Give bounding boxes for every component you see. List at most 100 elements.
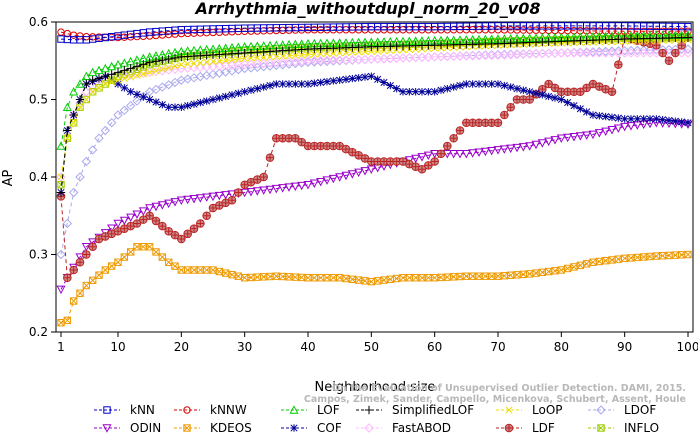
data-point-kdeos bbox=[228, 270, 236, 279]
data-point-kdeos bbox=[152, 248, 160, 256]
legend-label-inflo: INFLO bbox=[624, 421, 659, 434]
data-point-ldf bbox=[189, 224, 199, 233]
legend-item-cof: COF bbox=[281, 421, 342, 434]
data-point-kdeos bbox=[120, 253, 129, 261]
data-point-fastabod bbox=[391, 53, 402, 63]
data-point-loop bbox=[266, 53, 274, 61]
data-point-odin bbox=[227, 190, 237, 199]
x-tick-label: 30 bbox=[237, 340, 252, 354]
data-point-cof bbox=[418, 88, 426, 96]
data-point-ldof bbox=[68, 187, 79, 198]
data-point-fastabod bbox=[467, 51, 478, 61]
data-point-fastabod bbox=[410, 52, 421, 63]
data-point-kdeos bbox=[684, 250, 692, 259]
legend-item-knnw: kNNW bbox=[174, 403, 247, 417]
data-point-cof bbox=[177, 103, 186, 111]
data-point-kdeos bbox=[88, 276, 97, 285]
data-point-ldf bbox=[246, 177, 256, 187]
data-point-odin bbox=[556, 134, 566, 144]
data-point-simplifiedlof bbox=[82, 79, 91, 89]
data-point-ldf bbox=[525, 95, 534, 104]
data-point-cof bbox=[544, 92, 553, 101]
data-point-ldf bbox=[259, 172, 268, 182]
data-point-fastabod bbox=[486, 50, 497, 61]
data-point-simplifiedlof bbox=[107, 70, 116, 79]
data-point-odin bbox=[417, 153, 427, 162]
data-point-ldof bbox=[100, 125, 111, 136]
data-point-loop bbox=[285, 52, 293, 60]
data-point-ldf bbox=[69, 265, 78, 275]
data-point-fastabod bbox=[62, 133, 73, 143]
data-point-fastabod bbox=[347, 54, 358, 65]
legend-item-ldof: LDOF bbox=[588, 403, 656, 417]
data-point-kdeos bbox=[101, 266, 110, 274]
data-point-odin bbox=[607, 126, 617, 135]
legend-marker-lof bbox=[289, 405, 299, 414]
data-point-ldof bbox=[581, 47, 592, 57]
data-point-fastabod bbox=[581, 48, 592, 58]
data-point-loop bbox=[158, 65, 166, 73]
data-point-odin bbox=[531, 140, 541, 150]
data-point-fastabod bbox=[550, 48, 560, 58]
data-point-ldf bbox=[208, 203, 218, 213]
data-point-loop bbox=[127, 73, 135, 81]
data-point-ldof bbox=[106, 118, 117, 128]
data-point-ldof bbox=[56, 249, 66, 260]
data-point-odin bbox=[56, 285, 66, 295]
data-point-odin bbox=[404, 156, 414, 165]
y-axis-label: AP bbox=[1, 169, 16, 186]
data-point-fastabod bbox=[379, 54, 389, 64]
data-point-cof bbox=[190, 100, 198, 108]
data-point-fastabod bbox=[505, 50, 516, 60]
data-point-cof bbox=[570, 102, 578, 110]
watermark-line-2: On the Evaluation of Unsupervised Outlie… bbox=[332, 383, 686, 394]
data-point-odin bbox=[189, 195, 199, 204]
data-point-cof bbox=[392, 84, 401, 93]
data-point-odin bbox=[151, 202, 161, 212]
data-point-fastabod bbox=[328, 55, 339, 65]
data-point-cof bbox=[272, 80, 281, 88]
data-point-fastabod bbox=[537, 48, 548, 59]
data-point-fastabod bbox=[398, 53, 408, 63]
data-point-kdeos bbox=[563, 264, 572, 273]
data-point-odin bbox=[107, 224, 117, 233]
data-point-ldof bbox=[125, 100, 136, 111]
data-point-odin bbox=[214, 191, 224, 201]
data-point-odin bbox=[221, 191, 231, 200]
data-point-loop bbox=[184, 60, 192, 68]
legend-label-simplifiedlof: SimplifiedLOF bbox=[392, 403, 474, 417]
data-point-loop bbox=[374, 47, 382, 55]
data-point-odin bbox=[366, 165, 376, 175]
data-point-fastabod bbox=[493, 50, 503, 61]
y-tick-label: 0.2 bbox=[29, 325, 48, 339]
data-point-kdeos bbox=[95, 271, 103, 279]
data-point-ldof bbox=[94, 133, 104, 143]
data-point-kdeos bbox=[171, 262, 179, 270]
data-point-cof bbox=[633, 115, 642, 123]
x-tick-label: 50 bbox=[364, 340, 379, 354]
data-point-simplifiedlof bbox=[101, 72, 110, 81]
data-point-cof bbox=[665, 116, 673, 125]
data-point-cof bbox=[209, 95, 217, 104]
data-point-odin bbox=[126, 213, 136, 223]
data-point-fastabod bbox=[372, 54, 383, 64]
data-point-lof bbox=[113, 59, 123, 69]
data-point-ldf bbox=[550, 83, 560, 93]
data-point-cof bbox=[513, 84, 521, 93]
data-point-simplifiedlof bbox=[139, 60, 148, 69]
data-point-simplifiedlof bbox=[94, 73, 104, 83]
data-point-ldf bbox=[88, 242, 97, 252]
data-point-ldf bbox=[373, 157, 382, 166]
series-cof bbox=[57, 72, 692, 197]
data-point-fastabod bbox=[474, 51, 484, 61]
data-point-cof bbox=[329, 77, 338, 85]
data-point-cof bbox=[291, 80, 300, 88]
data-point-kdeos bbox=[652, 252, 661, 260]
data-point-fastabod bbox=[404, 53, 415, 63]
legend-marker-ldf bbox=[504, 423, 514, 433]
legend-label-lof: LOF bbox=[317, 403, 340, 417]
legend-item-fastabod: FastABOD bbox=[356, 421, 451, 434]
data-point-kdeos bbox=[145, 243, 154, 251]
data-point-fastabod bbox=[600, 48, 611, 58]
data-point-loop bbox=[209, 57, 217, 66]
